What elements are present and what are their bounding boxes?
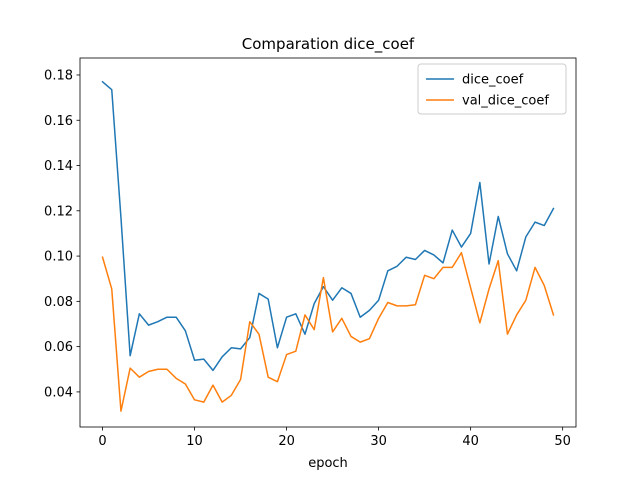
legend-box bbox=[417, 63, 567, 115]
x-tick-label: 10 bbox=[186, 434, 203, 449]
legend-label-val_dice_coef: val_dice_coef bbox=[462, 94, 549, 109]
y-tick-label: 0.06 bbox=[44, 340, 73, 355]
y-tick-label: 0.04 bbox=[44, 385, 73, 400]
x-tick-label: 50 bbox=[554, 434, 571, 449]
plot-frame bbox=[79, 57, 577, 428]
y-tick-label: 0.08 bbox=[44, 295, 73, 310]
x-tick-label: 30 bbox=[370, 434, 387, 449]
x-tick-label: 20 bbox=[278, 434, 295, 449]
y-tick-label: 0.14 bbox=[44, 159, 73, 174]
x-axis-label: epoch bbox=[308, 456, 348, 471]
y-tick-label: 0.18 bbox=[44, 68, 73, 83]
y-tick-label: 0.16 bbox=[44, 114, 73, 129]
y-tick-label: 0.12 bbox=[44, 204, 73, 219]
series-line-dice_coef bbox=[101, 80, 555, 372]
legend-label-dice_coef: dice_coef bbox=[462, 73, 524, 88]
series-line-val_dice_coef bbox=[101, 251, 555, 412]
x-tick-label: 40 bbox=[462, 434, 479, 449]
legend: dice_coef val_dice_coef bbox=[417, 63, 567, 115]
x-tick-label: 0 bbox=[98, 434, 106, 449]
y-tick-label: 0.10 bbox=[44, 250, 73, 265]
chart-title: Comparation dice_coef bbox=[242, 35, 415, 54]
